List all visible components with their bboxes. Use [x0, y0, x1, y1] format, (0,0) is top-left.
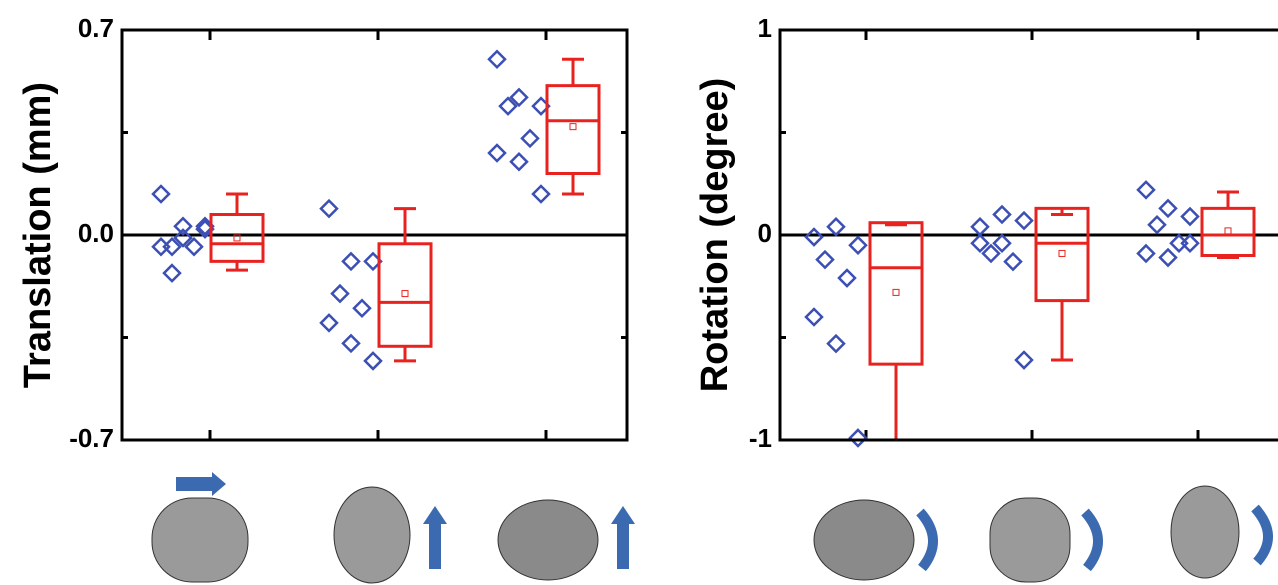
data-point [487, 143, 507, 163]
data-point [981, 243, 1001, 264]
arrow-icon [916, 508, 938, 572]
data-point [509, 152, 529, 172]
data-point [826, 333, 846, 354]
data-point [826, 217, 846, 237]
data-point [509, 87, 529, 108]
brain-icon [151, 497, 249, 583]
mean [892, 288, 900, 296]
data-point [837, 268, 857, 288]
data-point [498, 96, 518, 116]
data-point [1014, 210, 1034, 231]
box [868, 221, 924, 366]
data-point [1014, 350, 1034, 370]
data-point [992, 204, 1012, 225]
arrow-icon [176, 477, 212, 491]
brain-icon [989, 497, 1071, 583]
y-axis-title: Translation (mm) [17, 82, 59, 388]
data-point [804, 227, 824, 247]
data-point [992, 233, 1012, 253]
y-tick-label: -1 [749, 423, 772, 453]
data-point [352, 298, 372, 318]
data-point [804, 307, 824, 327]
y-tick-label: 0.7 [78, 13, 114, 43]
box [209, 213, 265, 263]
y-tick-label: -0.7 [69, 423, 114, 453]
data-point [1136, 180, 1156, 200]
mean [1058, 249, 1066, 257]
data-point [319, 198, 339, 219]
data-point [330, 283, 350, 304]
box [1034, 206, 1090, 303]
box [377, 242, 433, 348]
y-axis-title: Rotation (degree) [694, 78, 736, 393]
mean [401, 290, 409, 298]
mean [1224, 227, 1232, 235]
arrow-icon [212, 472, 226, 496]
data-point [1180, 233, 1200, 253]
mean [569, 123, 577, 131]
arrow-icon [617, 524, 629, 569]
data-point [184, 236, 204, 257]
data-point [319, 313, 339, 333]
data-point [151, 236, 171, 257]
data-point [162, 263, 182, 283]
brain-icon [813, 499, 915, 581]
arrow-icon [1081, 508, 1103, 572]
data-point [487, 49, 507, 70]
brain-icon [1170, 485, 1240, 579]
arrow-icon [429, 524, 441, 569]
data-point [1136, 243, 1156, 264]
plot-frame [778, 28, 1278, 442]
data-point [970, 217, 990, 237]
data-point [970, 233, 990, 253]
data-point [341, 333, 361, 354]
brain-icon [333, 486, 411, 584]
y-tick-label: 0.0 [78, 218, 114, 248]
data-point [815, 249, 835, 270]
data-point [1180, 206, 1200, 227]
arrow-icon [611, 506, 635, 524]
box [545, 84, 601, 175]
data-point [1147, 214, 1167, 235]
data-point [1158, 198, 1178, 219]
box [1200, 206, 1256, 258]
arrow-icon [423, 506, 447, 524]
data-point [1158, 247, 1178, 268]
data-point [173, 216, 193, 236]
data-point [531, 184, 551, 204]
icons [151, 472, 1273, 584]
brain-icon [497, 499, 599, 581]
data-point [151, 184, 171, 204]
mean [233, 234, 241, 242]
data-point [520, 128, 540, 149]
y-tick-label: 0 [758, 218, 772, 248]
y-tick-label: 1 [758, 13, 772, 43]
arrow-icon [1251, 504, 1273, 566]
data-point [848, 428, 868, 448]
plot-frame [120, 28, 629, 442]
data-point [173, 228, 193, 248]
data-point [1169, 233, 1189, 253]
data-point [341, 251, 361, 272]
data-point [1003, 251, 1023, 272]
data-point [363, 351, 383, 371]
data-point [848, 235, 868, 256]
